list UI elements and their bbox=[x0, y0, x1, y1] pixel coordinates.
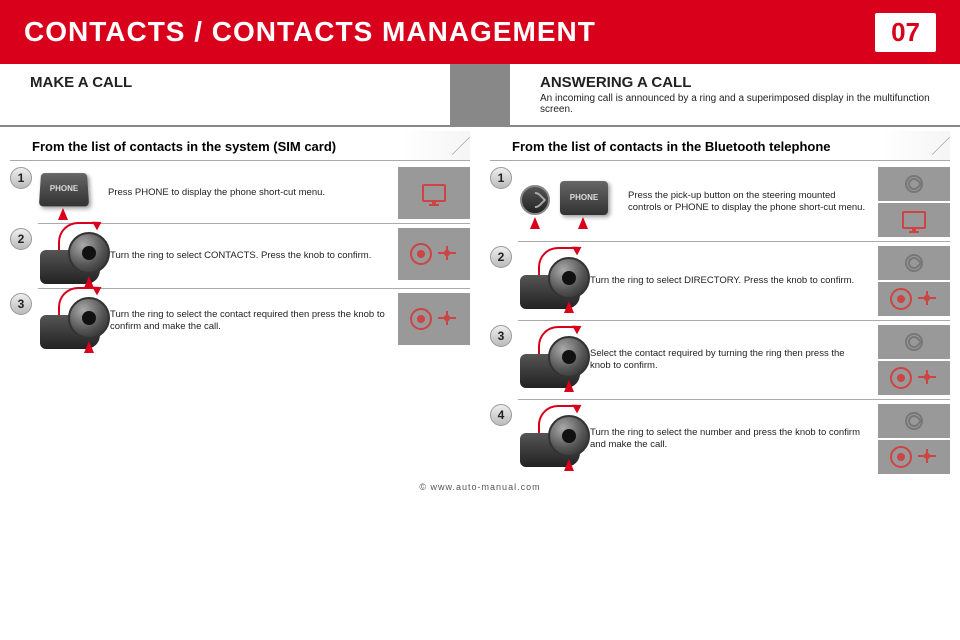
dial-pad-icon-box bbox=[878, 440, 950, 474]
step-number: 2 bbox=[10, 228, 32, 250]
step-number: 1 bbox=[10, 167, 32, 189]
answer-call-heading: ANSWERING A CALL bbox=[540, 74, 930, 91]
phone-handset-icon bbox=[905, 333, 923, 351]
phone-button-illustration: PHONE bbox=[560, 181, 618, 223]
right-step-2: 2 Turn the ring to select DIRECTORY. Pre… bbox=[490, 246, 950, 316]
phone-button-illustration: PHONE bbox=[40, 172, 98, 214]
step-divider bbox=[518, 241, 950, 242]
page-title: CONTACTS / CONTACTS MANAGEMENT bbox=[24, 16, 875, 48]
phone-handset-icon bbox=[905, 254, 923, 272]
step-number: 3 bbox=[10, 293, 32, 315]
phone-icon-box bbox=[878, 167, 950, 201]
dial-pad-icon-box bbox=[878, 282, 950, 316]
step-text: Turn the ring to select the number and p… bbox=[590, 427, 866, 452]
pad-icon bbox=[918, 291, 938, 307]
screen-icon-box bbox=[878, 203, 950, 237]
rotary-knob-illustration bbox=[40, 293, 100, 349]
divider bbox=[450, 64, 510, 125]
left-step-2: 2 Turn the ring to select CONTACTS. Pres… bbox=[10, 228, 470, 284]
step-text: Turn the ring to select the contact requ… bbox=[110, 309, 386, 334]
pad-icon bbox=[918, 449, 938, 465]
dial-icon bbox=[890, 446, 912, 468]
step-number: 1 bbox=[490, 167, 512, 189]
screen-icon bbox=[902, 211, 926, 229]
left-step-1: 1 PHONE Press PHONE to display the phone… bbox=[10, 167, 470, 219]
phone-handset-icon bbox=[905, 412, 923, 430]
dial-pad-icon-box bbox=[878, 361, 950, 395]
step-number: 3 bbox=[490, 325, 512, 347]
rotary-knob-illustration bbox=[520, 332, 580, 388]
right-step-4: 4 Turn the ring to select the number and… bbox=[490, 404, 950, 474]
screen-icon bbox=[422, 184, 446, 202]
right-step-3: 3 Select the contact required by turning… bbox=[490, 325, 950, 395]
pad-icon bbox=[438, 311, 458, 327]
screen-icon-box bbox=[398, 167, 470, 219]
dial-icon bbox=[410, 243, 432, 265]
phone-handset-icon bbox=[905, 175, 923, 193]
step-divider bbox=[518, 399, 950, 400]
dial-pad-icon-box bbox=[398, 228, 470, 280]
page-number-tab: 07 bbox=[875, 13, 936, 52]
step-divider bbox=[518, 320, 950, 321]
step-text: Select the contact required by turning t… bbox=[590, 348, 866, 373]
phone-icon-box bbox=[878, 325, 950, 359]
right-section-title: From the list of contacts in the Bluetoo… bbox=[490, 131, 950, 161]
make-call-heading: MAKE A CALL bbox=[30, 74, 420, 91]
rotary-knob-illustration bbox=[40, 228, 100, 284]
step-number: 4 bbox=[490, 404, 512, 426]
left-section-title: From the list of contacts in the system … bbox=[10, 131, 470, 161]
step-text: Turn the ring to select CONTACTS. Press … bbox=[110, 250, 386, 262]
rotary-knob-illustration bbox=[520, 253, 580, 309]
pad-icon bbox=[918, 370, 938, 386]
dial-icon bbox=[890, 288, 912, 310]
dial-icon bbox=[410, 308, 432, 330]
left-step-3: 3 Turn the ring to select the contact re… bbox=[10, 293, 470, 349]
phone-icon-box bbox=[878, 404, 950, 438]
press-arrow-icon bbox=[58, 208, 68, 220]
answer-call-note: An incoming call is announced by a ring … bbox=[540, 93, 930, 115]
dial-icon bbox=[890, 367, 912, 389]
step-text: Turn the ring to select DIRECTORY. Press… bbox=[590, 275, 866, 287]
step-text: Press the pick-up button on the steering… bbox=[628, 190, 866, 215]
right-step-1: 1 PHONE Press the pick-up button on the … bbox=[490, 167, 950, 237]
step-text: Press PHONE to display the phone short-c… bbox=[108, 187, 386, 199]
rotary-knob-illustration bbox=[520, 411, 580, 467]
step-number: 2 bbox=[490, 246, 512, 268]
pad-icon bbox=[438, 246, 458, 262]
phone-icon-box bbox=[878, 246, 950, 280]
dial-pad-icon-box bbox=[398, 293, 470, 345]
steering-phone-button bbox=[520, 185, 554, 223]
footer-credit: © www.auto-manual.com bbox=[0, 478, 960, 496]
